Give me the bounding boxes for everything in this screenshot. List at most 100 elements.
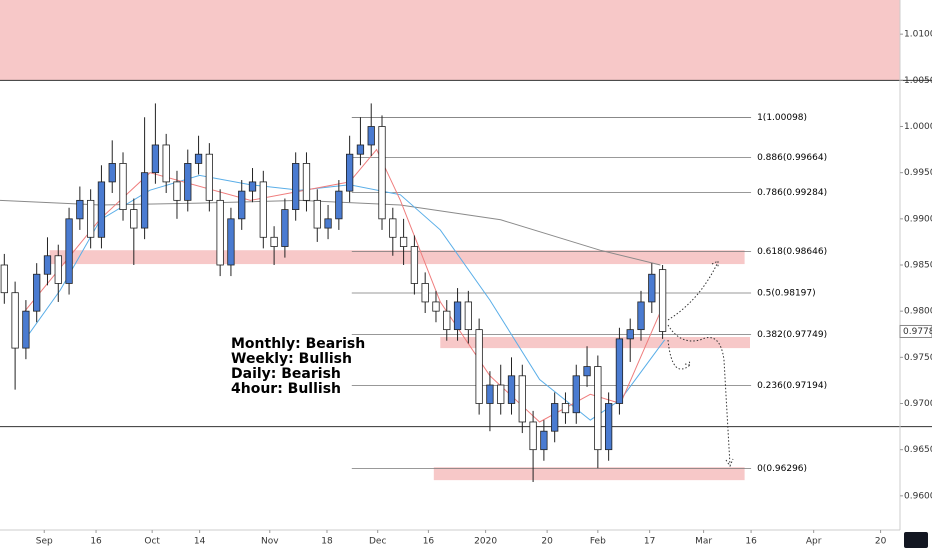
candle-body [475, 329, 483, 404]
x-tick-label: 16 [745, 537, 757, 547]
candle-body [281, 209, 289, 247]
projection-down [667, 324, 731, 466]
candle-body [151, 144, 160, 174]
annotation: Daily: Bearish [231, 366, 341, 382]
candle-body [421, 283, 429, 303]
y-tick-label: 0.96000 [904, 491, 932, 501]
moving-average [24, 148, 666, 423]
zone [433, 467, 745, 481]
arrow-head [711, 260, 719, 268]
annotation: Weekly: Bullish [231, 351, 352, 367]
candle-body [54, 255, 62, 284]
y-tick-label: 1.00500 [904, 76, 932, 86]
candle-body [173, 181, 181, 201]
candle-body [432, 301, 440, 312]
candle-body [637, 301, 645, 331]
candle-body [464, 301, 472, 331]
candle-body [389, 218, 397, 238]
zone [440, 337, 750, 349]
projection-arrows [667, 260, 734, 468]
candle-body [205, 153, 213, 201]
x-tick-label: 14 [194, 537, 206, 547]
candle-body [11, 292, 19, 349]
x-tick-label: 16 [90, 537, 102, 547]
candle-body [346, 153, 354, 192]
candle-body [540, 430, 548, 451]
y-tick-label: 0.96500 [904, 445, 932, 455]
candle-body [292, 163, 300, 210]
candle-body [97, 181, 106, 238]
fib-label: 0.236(0.97194) [757, 381, 827, 391]
fib-label: 0(0.96296) [757, 464, 807, 474]
candle-body [378, 126, 386, 220]
candle-body [399, 236, 408, 247]
candle-body [572, 375, 580, 414]
y-tick-label: 0.97000 [904, 399, 932, 409]
fib-label: 0.886(0.99664) [757, 153, 827, 163]
candle-body [194, 153, 203, 164]
y-tick-label: 0.97500 [904, 353, 932, 363]
y-tick-label: 0.99500 [904, 168, 932, 178]
candle-body [367, 126, 375, 146]
candle-body [33, 273, 41, 312]
candle-body [43, 255, 52, 275]
x-tick-label: 18 [321, 537, 333, 547]
x-tick-label: 20 [875, 537, 887, 547]
x-tick-label: Apr [806, 537, 822, 547]
candle-body [184, 163, 192, 201]
x-tick-label: Oct [144, 537, 160, 547]
candle-body [65, 218, 73, 284]
x-tick-label: Nov [261, 537, 279, 547]
y-tick-label: 0.98500 [904, 261, 932, 271]
x-tick-label: Dec [369, 537, 386, 547]
candle-body [594, 366, 602, 451]
candle-body [497, 384, 505, 404]
fib-label: 0.5(0.98197) [757, 288, 816, 298]
candle-body [529, 421, 537, 451]
projection-up [667, 261, 719, 321]
candle-body [551, 403, 559, 432]
x-tick-label: 16 [423, 537, 435, 547]
candle-body [22, 310, 30, 349]
candle-body [162, 144, 170, 183]
candle-body [648, 273, 656, 303]
candle-body [443, 310, 451, 331]
annotation: Monthly: Bearish [231, 336, 365, 352]
x-tick-label: Feb [590, 537, 606, 547]
candle-body [615, 338, 624, 404]
candle-body [507, 375, 516, 404]
x-tick-label: Mar [695, 537, 712, 547]
candle-body [227, 218, 235, 266]
y-tick-label: 1.01000 [904, 30, 932, 40]
candle-body [216, 199, 224, 266]
x-tick-label: 17 [644, 537, 655, 547]
candle-body [259, 181, 267, 238]
candle-body [410, 246, 419, 284]
candle-body [270, 236, 278, 247]
x-tick-label: 2020 [474, 537, 497, 547]
candle-body [313, 199, 321, 229]
x-tick-label: 20 [541, 537, 553, 547]
candle-body [583, 366, 591, 377]
candle-body [626, 329, 634, 340]
arrow-head [725, 458, 734, 468]
candle-body [238, 190, 246, 220]
annotation: 4hour: Bullish [231, 381, 341, 397]
moving-average [0, 199, 661, 266]
plot-area: 1(1.00098) 0.886(0.99664) 0.786(0.99284) 0.… [0, 0, 932, 482]
candle-body [140, 172, 149, 229]
candle-body [248, 181, 257, 192]
fib-label: 0.382(0.97749) [757, 330, 827, 340]
candle-body [302, 163, 311, 201]
candle-body [518, 375, 526, 423]
candle-body [658, 269, 667, 332]
y-tick-label: 0.98000 [904, 307, 932, 317]
fib-label: 0.618(0.98646) [757, 247, 827, 257]
candle-body [130, 209, 138, 229]
last-price-box [899, 324, 932, 338]
candle-body [0, 264, 8, 294]
logo-box [904, 532, 928, 548]
y-tick-label: 0.99000 [904, 214, 932, 224]
